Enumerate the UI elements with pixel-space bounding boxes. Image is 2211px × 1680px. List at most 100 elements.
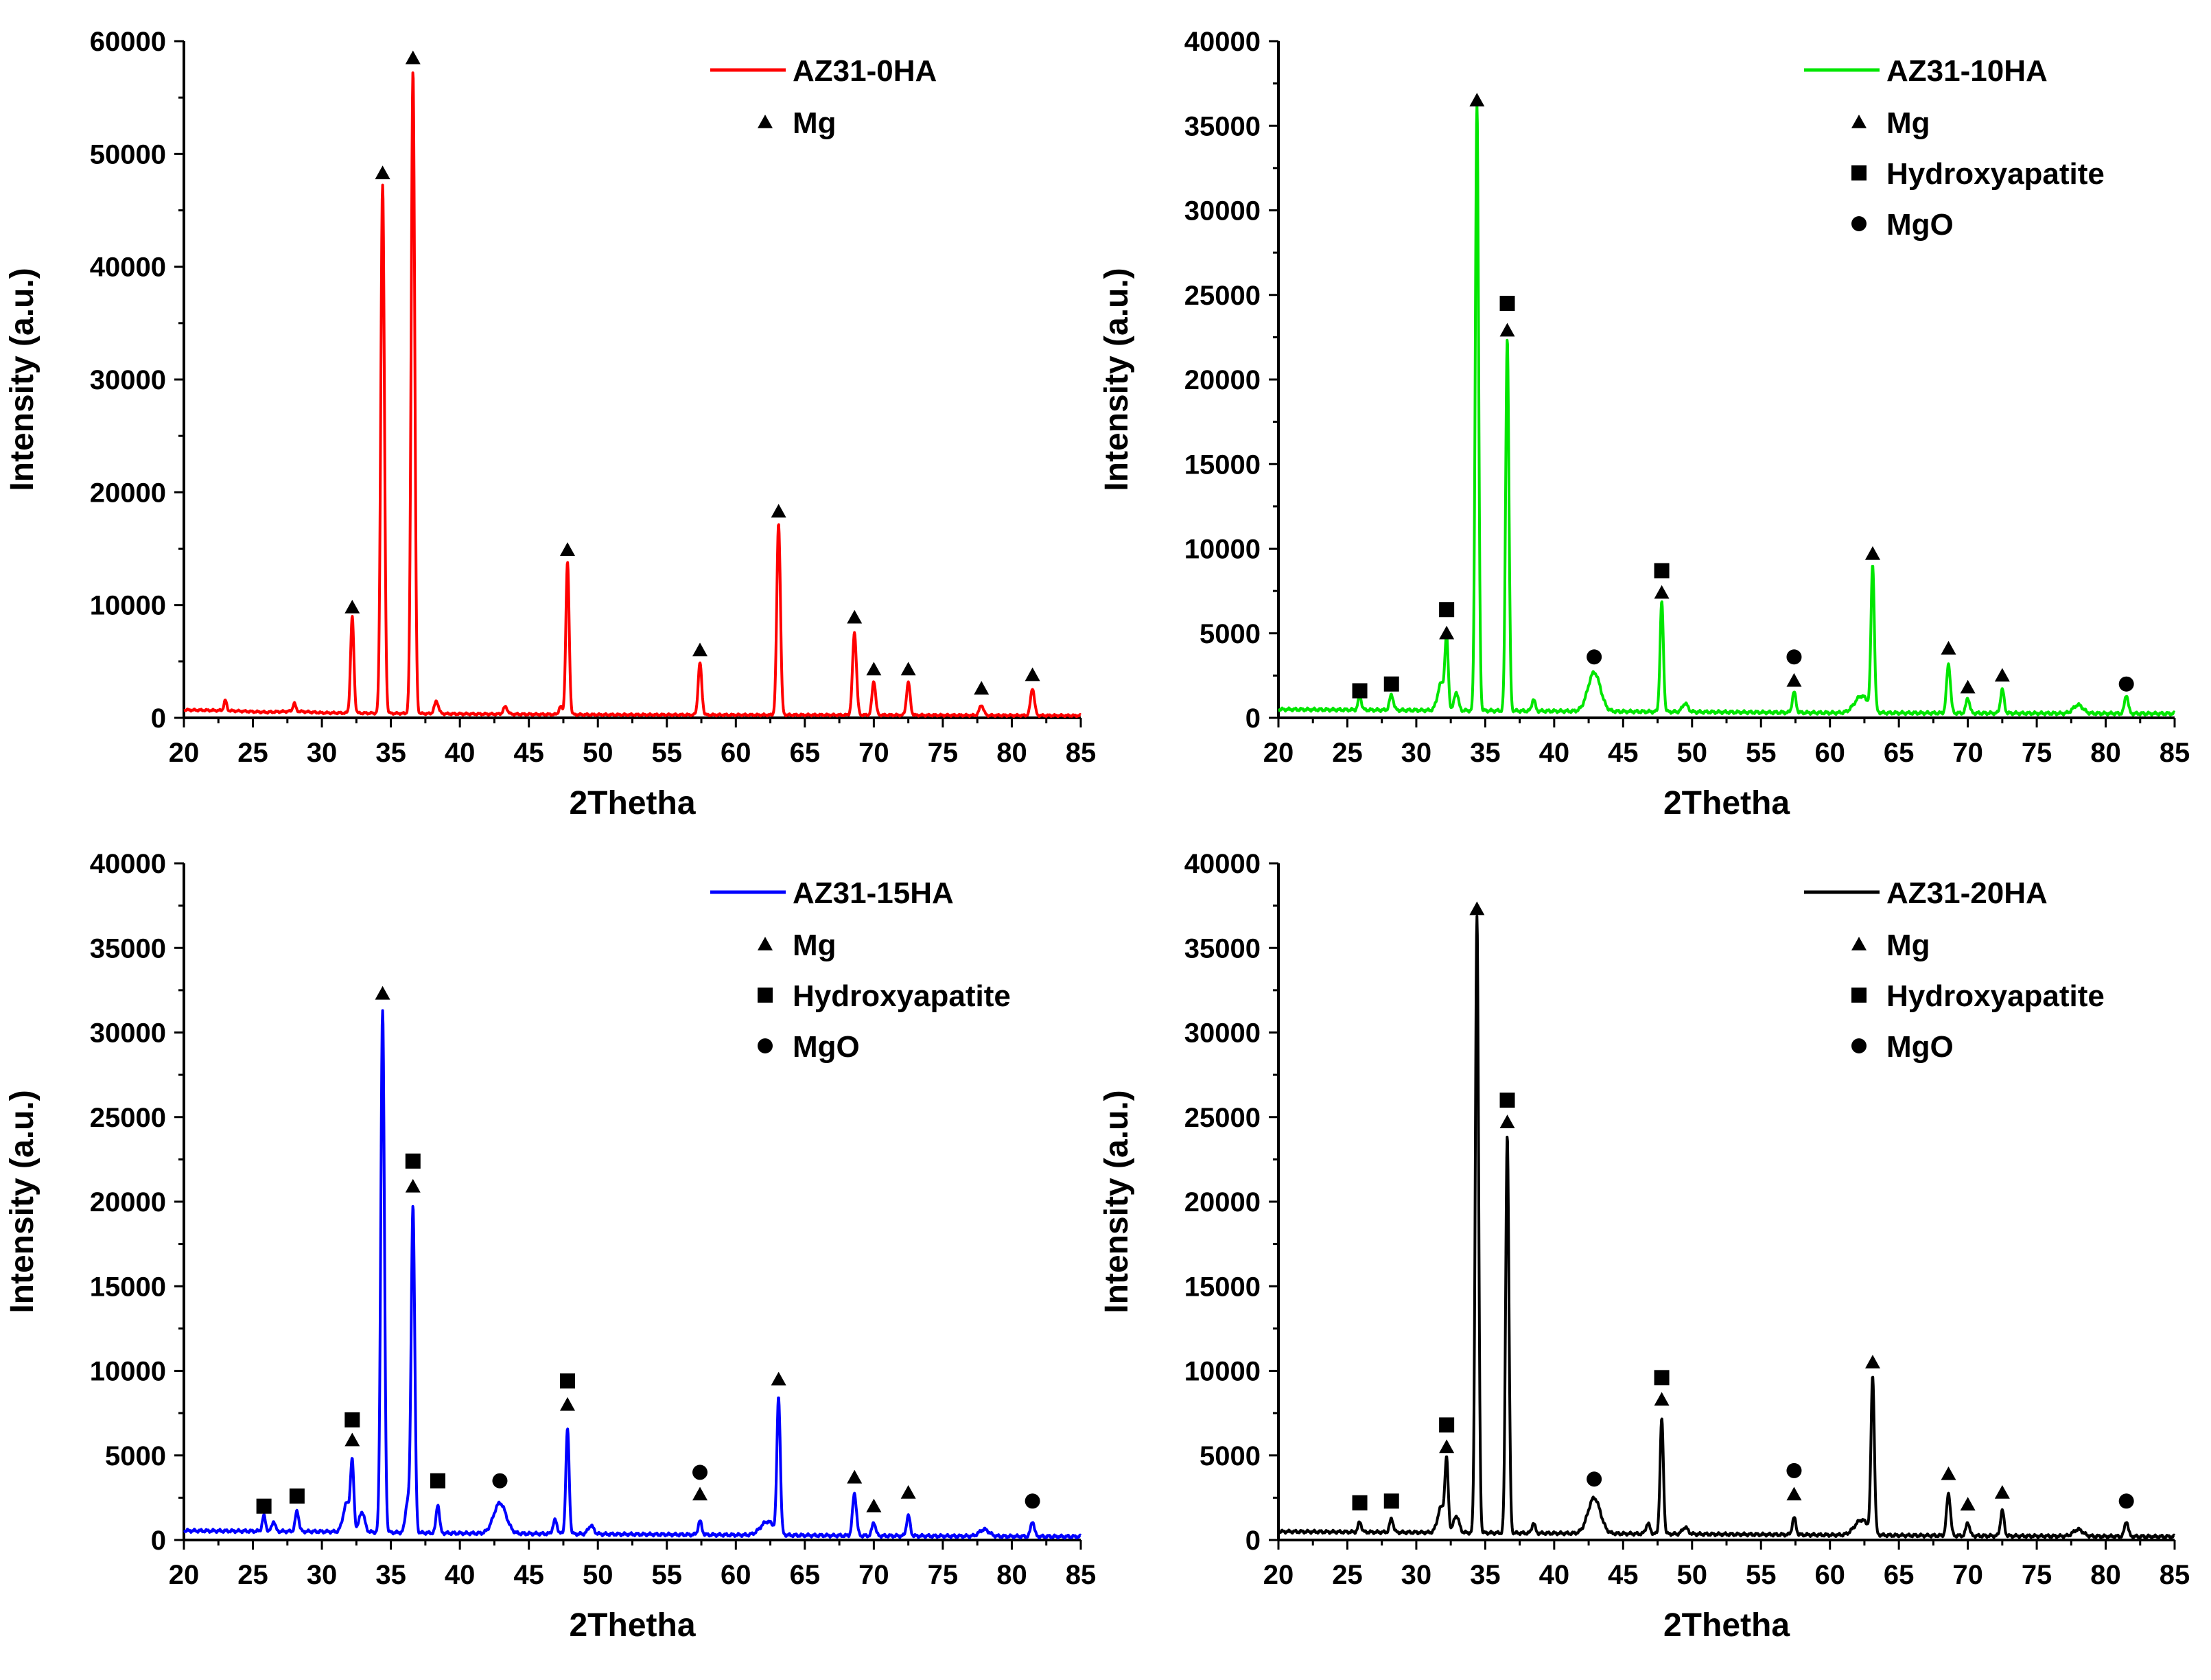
phase-marker-triangle	[866, 662, 882, 676]
x-tick-label: 45	[1608, 1560, 1639, 1590]
phase-marker-triangle	[974, 681, 990, 695]
phase-marker-triangle	[344, 599, 360, 614]
y-tick-label: 0	[151, 1526, 166, 1556]
legend-phase-label: Hydroxyapatite	[1886, 157, 2105, 191]
legend-circle-icon	[758, 1038, 773, 1053]
phase-marker-square	[1383, 1493, 1399, 1509]
x-tick-label: 45	[513, 1560, 544, 1590]
x-tick-label: 25	[237, 738, 268, 768]
x-tick-label: 45	[513, 738, 544, 768]
x-tick-label: 35	[1470, 738, 1501, 768]
x-tick-label: 75	[928, 1560, 959, 1590]
x-tick-label: 70	[1952, 1560, 1983, 1590]
chart-panel-az31-0ha: 20 25 30 35 40 45 50 55 60 65 70 75 80 85 0 10000 20000 3…	[4, 27, 1096, 821]
x-tick-label: 50	[1677, 1560, 1708, 1590]
phase-marker-triangle	[866, 1498, 882, 1513]
y-tick-label: 40000	[1184, 27, 1261, 57]
y-tick-label: 5000	[1200, 619, 1261, 649]
phase-marker-triangle	[1941, 640, 1956, 655]
phase-marker-triangle	[771, 504, 786, 518]
y-tick-label: 5000	[105, 1441, 166, 1471]
y-tick-label: 0	[151, 703, 166, 734]
y-tick-label: 10000	[1184, 535, 1261, 565]
x-tick-label: 40	[445, 738, 476, 768]
x-tick-label: 40	[1539, 738, 1570, 768]
phase-marker-triangle	[405, 1178, 421, 1193]
y-tick-label: 30000	[90, 365, 166, 395]
x-tick-label: 55	[652, 1560, 683, 1590]
y-tick-label: 25000	[90, 1103, 166, 1133]
x-axis-title: 2Thetha	[1663, 1607, 1790, 1644]
chart-panel-az31-20ha: 20 25 30 35 40 45 50 55 60 65 70 75 80 85 0 5000 10000 15…	[1099, 849, 2190, 1644]
phase-marker-triangle	[1864, 1355, 1880, 1368]
x-tick-label: 25	[237, 1560, 268, 1590]
phase-marker-triangle	[1941, 1466, 1956, 1480]
legend-phase-label: MgO	[1886, 1030, 1954, 1064]
x-axis-title: 2Thetha	[569, 1607, 695, 1644]
x-tick-label: 65	[1884, 738, 1915, 768]
phase-marker-triangle	[1786, 673, 1802, 687]
x-tick-label: 35	[1470, 1560, 1501, 1590]
phase-marker-circle	[1587, 649, 1602, 665]
phase-marker-circle	[2118, 676, 2134, 692]
y-tick-label: 35000	[1184, 111, 1261, 141]
phase-marker-triangle	[1499, 1115, 1515, 1128]
phase-marker-square	[256, 1498, 272, 1514]
x-tick-label: 70	[858, 738, 889, 768]
x-tick-label: 65	[790, 738, 821, 768]
phase-marker-triangle	[375, 165, 390, 180]
legend-triangle-icon	[1851, 937, 1867, 950]
x-tick-label: 55	[652, 738, 683, 768]
y-tick-label: 10000	[90, 591, 166, 621]
x-tick-label: 60	[1814, 738, 1845, 768]
x-tick-label: 60	[1814, 1560, 1845, 1590]
chart-panel-az31-10ha: 20 25 30 35 40 45 50 55 60 65 70 75 80 85 0 5000 10000 15…	[1099, 27, 2190, 821]
x-tick-label: 85	[1066, 738, 1097, 768]
phase-marker-triangle	[1439, 1439, 1455, 1454]
y-tick-label: 40000	[1184, 849, 1261, 879]
phase-marker-triangle	[1864, 546, 1880, 560]
legend-circle-icon	[1851, 216, 1867, 231]
x-tick-label: 20	[1263, 1560, 1294, 1590]
x-tick-label: 35	[375, 1560, 406, 1590]
legend-triangle-icon	[1851, 115, 1867, 128]
x-tick-label: 20	[169, 738, 200, 768]
legend-circle-icon	[1851, 1038, 1867, 1053]
legend-phase-label: Mg	[793, 929, 837, 962]
phase-marker-triangle	[344, 1432, 360, 1447]
phase-marker-square	[344, 1412, 360, 1427]
legend-series-label: AZ31-10HA	[1886, 54, 2048, 88]
phase-marker-triangle	[847, 1469, 863, 1484]
legend-triangle-icon	[758, 115, 773, 128]
x-tick-label: 80	[2090, 738, 2121, 768]
x-tick-label: 50	[583, 1560, 613, 1590]
y-tick-label: 15000	[1184, 450, 1261, 480]
x-tick-label: 25	[1332, 1560, 1363, 1590]
legend-phase-label: MgO	[793, 1030, 860, 1064]
y-tick-label: 30000	[1184, 1018, 1261, 1049]
phase-marker-triangle	[1469, 901, 1485, 915]
x-tick-label: 50	[1677, 738, 1708, 768]
x-tick-label: 80	[2090, 1560, 2121, 1590]
pattern-line-az31-10ha	[1277, 103, 2176, 717]
legend-phase-label: Hydroxyapatite	[793, 979, 1011, 1013]
y-tick-label: 40000	[90, 253, 166, 283]
x-tick-label: 30	[307, 738, 338, 768]
y-axis-title: Intensity (a.u.)	[4, 1090, 40, 1313]
x-tick-label: 80	[996, 738, 1027, 768]
phase-marker-triangle	[847, 609, 863, 624]
phase-marker-circle	[1786, 1462, 1802, 1478]
x-tick-label: 35	[375, 738, 406, 768]
y-axis-title: Intensity (a.u.)	[4, 268, 40, 491]
x-tick-label: 30	[1401, 1560, 1432, 1590]
phase-marker-square	[430, 1473, 445, 1489]
y-tick-label: 50000	[90, 139, 166, 170]
pattern-line-az31-0ha	[183, 71, 1082, 719]
x-tick-label: 70	[858, 1560, 889, 1590]
phase-marker-triangle	[1439, 625, 1455, 640]
phase-marker-triangle	[1654, 1392, 1670, 1406]
phase-marker-square	[1383, 676, 1399, 692]
phase-marker-triangle	[375, 985, 390, 1000]
x-tick-label: 70	[1952, 738, 1983, 768]
y-tick-label: 25000	[1184, 281, 1261, 311]
